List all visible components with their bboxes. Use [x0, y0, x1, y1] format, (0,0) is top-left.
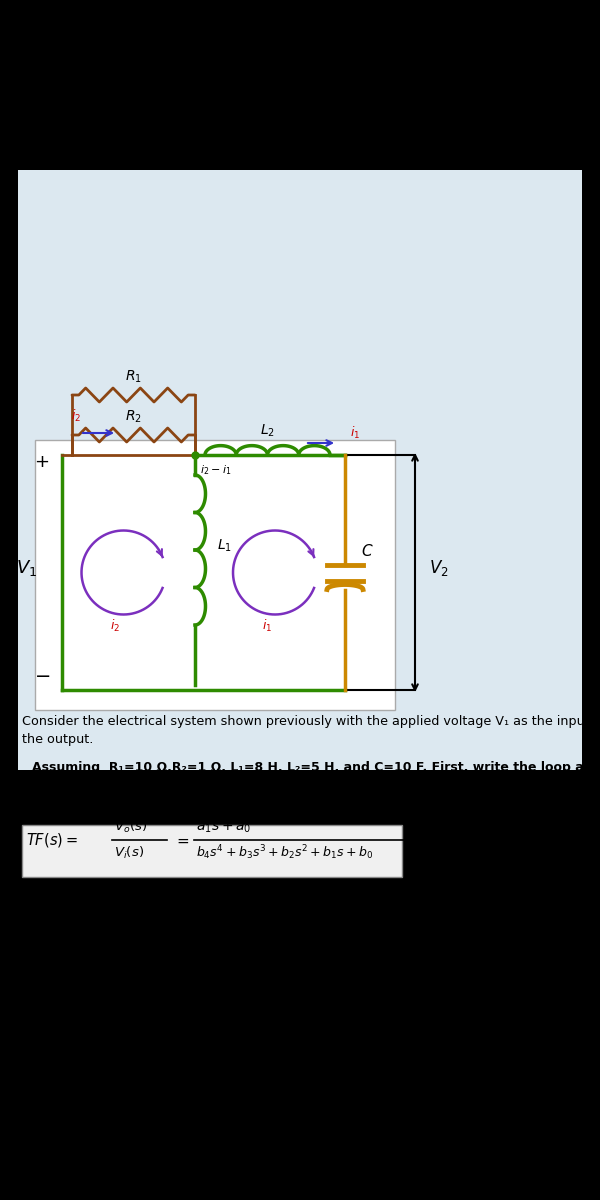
Text: $-$: $-$ [34, 665, 50, 684]
Text: , What is the order of this system: , What is the order of this system [404, 844, 600, 857]
Text: the output.: the output. [22, 733, 94, 746]
Text: $+$: $+$ [34, 452, 50, 470]
Bar [22, 826, 402, 877]
Text: $C$: $C$ [361, 544, 373, 559]
Text: $i_1$: $i_1$ [262, 618, 272, 634]
Text: $L_2$: $L_2$ [260, 422, 275, 439]
Text: Consider the electrical system shown previously with the applied voltage V₁ as t: Consider the electrical system shown pre… [22, 715, 600, 728]
Text: $TF(s) =$: $TF(s) =$ [26, 830, 78, 850]
Text: $V_2$: $V_2$ [429, 558, 449, 577]
Text: $i_2-i_1$: $i_2-i_1$ [200, 463, 232, 476]
Text: $a_1 s + a_0$: $a_1 s + a_0$ [196, 820, 251, 835]
Bar [18, 170, 582, 770]
Text: (SO)?: (SO)? [26, 890, 64, 904]
Text: $V_o(s)$: $V_o(s)$ [114, 818, 147, 835]
Text: $i_1$: $i_1$ [350, 425, 360, 442]
Text: $=$: $=$ [174, 833, 190, 847]
Text: $V_i(s)$: $V_i(s)$ [114, 845, 144, 862]
Text: $i_2$: $i_2$ [110, 618, 121, 634]
Text: $L_1$: $L_1$ [217, 538, 232, 554]
Text: Assuming  R₁=10 Ω,R₂=1 Ω, L₁=8 H, L₂=5 H, and C=10 F. First, write the loop and : Assuming R₁=10 Ω,R₂=1 Ω, L₁=8 H, L₂=5 H,… [32, 761, 600, 774]
Text: $V_1$: $V_1$ [16, 558, 38, 577]
Text: $R_1$: $R_1$ [125, 370, 142, 385]
Text: $i_2$: $i_2$ [71, 408, 81, 424]
Text: :find the transfer function (TF) of the system in the form: :find the transfer function (TF) of the … [32, 782, 385, 796]
Bar [35, 440, 395, 710]
Text: $R_2$: $R_2$ [125, 409, 142, 425]
Text: $b_4 s^4 + b_3 s^3 + b_2 s^2 + b_1 s + b_0$: $b_4 s^4 + b_3 s^3 + b_2 s^2 + b_1 s + b… [196, 844, 373, 863]
